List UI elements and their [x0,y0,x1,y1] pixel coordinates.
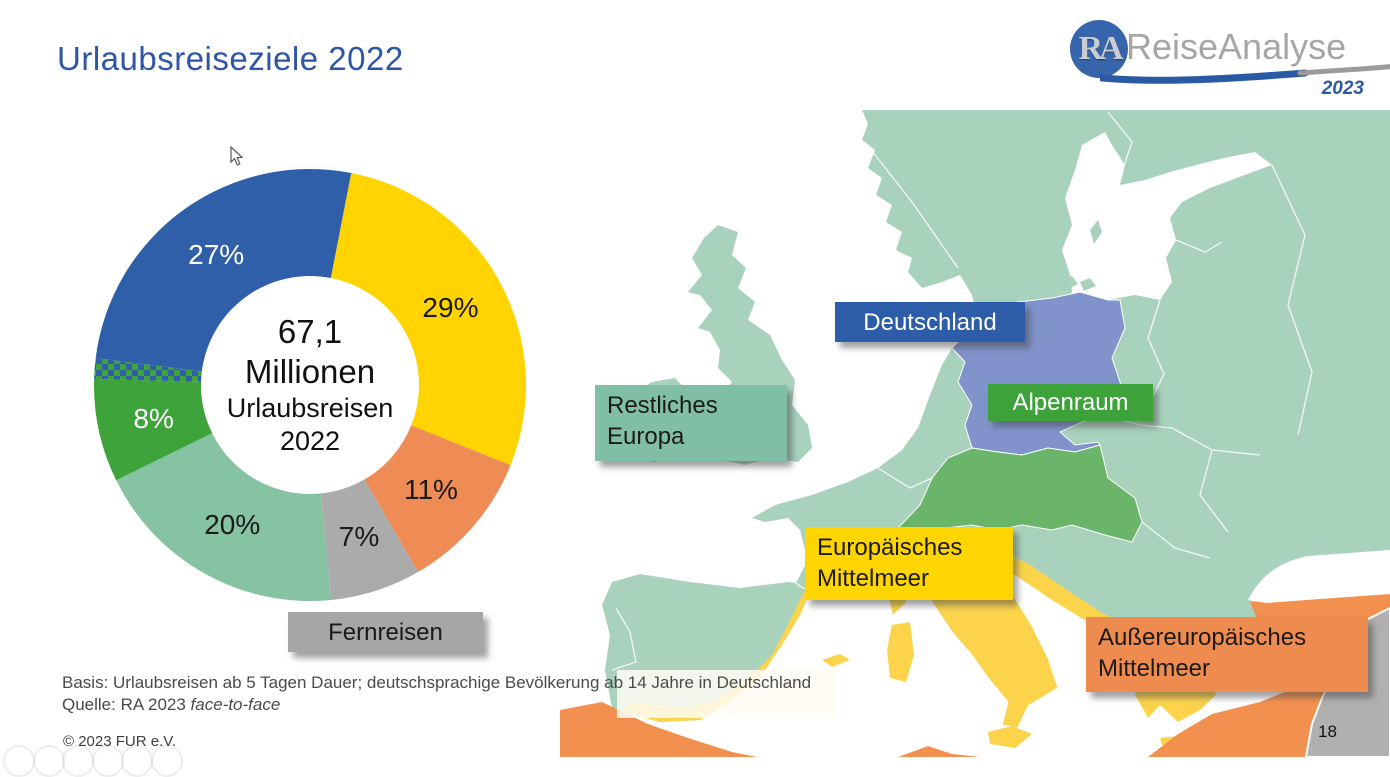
map-region-alpenraum [897,444,1143,543]
donut-percent-label: 27% [188,239,245,271]
donut-slice-europ-isches-mittelmeer [330,172,526,466]
label-restliches-europa: Restliches Europa [595,385,787,461]
label-restliches-europa-line2: Europa [607,423,685,450]
player-control-circle[interactable] [121,745,153,777]
player-control-circle[interactable] [3,745,35,777]
footer-notes: Basis: Urlaubsreisen ab 5 Tagen Dauer; d… [62,672,811,716]
basis-note: Basis: Urlaubsreisen ab 5 Tagen Dauer; d… [62,673,812,692]
label-europaeisches-mittelmeer-line1: Europäisches [817,534,963,561]
source-note-method: face-to-face [190,695,281,714]
donut-percent-label: 29% [422,292,479,324]
copyright-note: © 2023 FUR e.V. [63,733,177,750]
label-aussereuropaeisches-mittelmeer: Außereuropäisches Mittelmeer [1086,617,1368,692]
player-control-circle[interactable] [92,745,124,777]
label-deutschland: Deutschland [835,302,1025,342]
footer-highlight-box [617,670,835,718]
label-aussereuropaeisches-mittelmeer-line2: Mittelmeer [1098,655,1211,682]
label-alpenraum: Alpenraum [988,384,1153,421]
donut-slice-deutschland [95,169,352,372]
donut-center-caption: Urlaubsreisen [226,393,394,423]
map-country-borders [611,111,1313,671]
mouse-cursor-icon [230,146,244,166]
page-title: Urlaubsreiseziele 2022 [57,40,404,77]
logo-year: 2023 [1321,78,1364,99]
reiseanalyse-logo: RA ReiseAnalyse 2023 [1066,12,1390,107]
donut-percent-label: 8% [133,403,174,435]
donut-slice-restliches-europa [116,433,332,601]
player-control-circle[interactable] [151,745,183,777]
player-control-circle[interactable] [62,745,94,777]
map-region-north-africa [560,702,980,757]
map-island-funen [1080,278,1096,291]
donut-percent-label: 7% [338,521,380,553]
logo-monogram: RA [1078,30,1123,67]
source-note-prefix: Quelle: RA 2023 [62,695,191,714]
page-number: 18 [1318,722,1337,741]
map-island-zealand [1060,276,1078,290]
donut-slice-pattern [94,358,202,382]
map-region-sardinia [887,622,914,682]
map-region-sicily [988,726,1032,748]
donut-center-year: 2022 [279,426,341,456]
donut-slice-alpenraum [93,378,213,481]
label-europaeisches-mittelmeer: Europäisches Mittelmeer [805,527,1013,600]
donut-center-label: 67,1 Millionen Urlaubsreisen 2022 [199,276,421,494]
label-fernreisen-text: Fernreisen [328,618,443,646]
donut-percent-label: 11% [403,473,458,505]
label-deutschland-text: Deutschland [863,308,997,336]
map-island-gotland [1090,220,1102,244]
donut-center-unit: Millionen [244,353,376,390]
label-aussereuropaeisches-mittelmeer-line1: Außereuropäisches [1098,624,1307,651]
donut-slice-fernreisen [320,479,419,600]
donut-center-value: 67,1 [277,313,343,350]
player-control-circle[interactable] [33,745,65,777]
label-alpenraum-text: Alpenraum [1012,389,1129,416]
donut-chart-svg [93,169,526,601]
logo-wordmark: ReiseAnalyse [1126,26,1347,67]
donut-chart: 29% 11% 7% 20% 8% 27% 67,1 Millionen Urlaubsr… [90,160,536,610]
map-region-black-sea [1248,550,1390,603]
label-europaeisches-mittelmeer-line2: Mittelmeer [817,565,930,592]
source-note: Quelle: RA 2023 face-to-face [62,694,811,716]
logo-swoosh-icon [1100,64,1390,84]
label-restliches-europa-line1: Restliches [607,392,718,419]
donut-slice-au-ereurop-isches-mittelmeer [364,425,511,573]
map-region-balearics [822,654,850,667]
logo-circle: RA [1070,20,1128,78]
label-fernreisen: Fernreisen [288,612,483,652]
donut-percent-label: 20% [204,508,261,540]
